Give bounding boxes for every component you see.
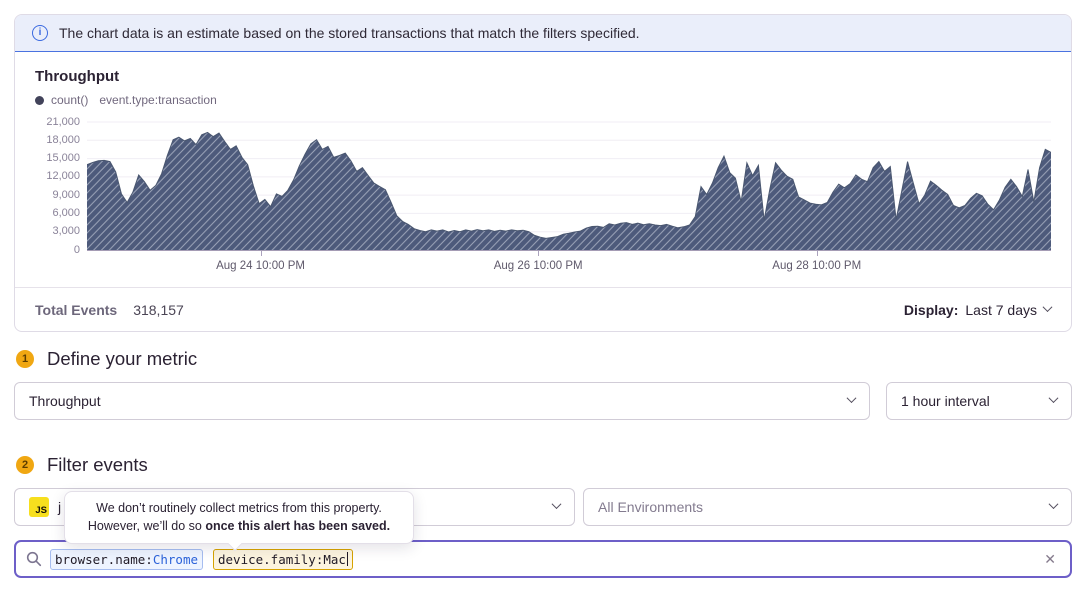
info-banner-text: The chart data is an estimate based on t… [59, 25, 640, 41]
text-cursor [346, 551, 349, 566]
plot-row: 21,000 18,000 15,000 12,000 9,000 6,000 3,000 0 [35, 116, 1051, 279]
area-series [87, 132, 1051, 251]
search-input[interactable]: browser.name:Chrome device.family:Mac ✕ [14, 540, 1072, 578]
display-value: Last 7 days [965, 301, 1037, 318]
x-tick-mark [816, 251, 818, 256]
x-tick-label: Aug 28 10:00 PM [772, 260, 862, 272]
y-tick-label: 6,000 [52, 206, 80, 219]
y-axis-labels: 21,000 18,000 15,000 12,000 9,000 6,000 3,000 0 [35, 116, 87, 256]
info-banner: i The chart data is an estimate based on… [15, 15, 1071, 52]
environment-select[interactable]: All Environments [583, 488, 1072, 526]
chevron-down-icon [551, 499, 562, 510]
display-period-select[interactable]: Display: Last 7 days [903, 301, 1053, 318]
step-1-header: 1 Define your metric [16, 348, 1070, 370]
x-tick-mark [260, 251, 262, 256]
y-tick-label: 12,000 [46, 170, 80, 183]
interval-select-value: 1 hour interval [901, 393, 990, 409]
metric-controls-row: Throughput 1 hour interval [14, 382, 1072, 420]
y-tick-label: 0 [73, 243, 80, 256]
chart-panel: i The chart data is an estimate based on… [14, 14, 1072, 332]
x-axis: Aug 24 10:00 PM Aug 26 10:00 PM Aug 28 10:… [87, 251, 1051, 279]
environment-select-value: All Environments [598, 499, 704, 515]
area-chart-svg [87, 121, 1051, 251]
step-2-badge: 2 [16, 456, 34, 474]
javascript-platform-icon: JS [29, 497, 49, 517]
token-value: Chrome [152, 551, 198, 567]
x-tick-mark [538, 251, 540, 256]
legend-dot-icon [35, 95, 44, 105]
chart-title: Throughput [35, 68, 120, 85]
y-tick-label: 15,000 [46, 152, 80, 165]
chevron-down-icon [1042, 301, 1053, 312]
metric-select-value: Throughput [29, 393, 101, 409]
y-tick-label: 18,000 [46, 133, 80, 146]
chevron-down-icon [1048, 393, 1059, 404]
step-1-badge: 1 [16, 350, 34, 368]
tooltip-line2-bold: once this alert has been saved. [205, 519, 391, 534]
total-events-value: 318,157 [133, 301, 184, 318]
token-key: device.family: [218, 551, 324, 567]
filter-token-device-family[interactable]: device.family:Mac [213, 548, 354, 570]
chevron-down-icon [846, 393, 857, 404]
metric-select[interactable]: Throughput [14, 382, 870, 420]
legend-query-label: event.type:transaction [99, 93, 217, 107]
total-events: Total Events 318,157 [35, 302, 184, 318]
filter-token-browser-name[interactable]: browser.name:Chrome [50, 548, 203, 570]
area-series-edge [87, 131, 1051, 239]
alert-builder-page: i The chart data is an estimate based on… [0, 14, 1086, 602]
total-events-label: Total Events [35, 301, 118, 318]
step-2-header: 2 Filter events [16, 454, 1070, 476]
search-icon [26, 551, 42, 567]
step-2-title: Filter events [47, 454, 148, 475]
y-tick-label: 21,000 [46, 115, 80, 128]
display-label: Display: [903, 301, 959, 318]
chart-legend: count() event.type:transaction [35, 91, 1051, 109]
tooltip-text: We don’t routinely collect metrics from … [77, 499, 401, 535]
token-value: Mac [323, 551, 346, 567]
info-icon: i [32, 25, 48, 41]
tooltip-line1: We don’t routinely collect metrics from … [96, 501, 382, 515]
x-tick-label: Aug 24 10:00 PM [216, 260, 305, 272]
tooltip-line2: However, we’ll do so [87, 519, 206, 534]
throughput-chart[interactable]: Aug 24 10:00 PM Aug 26 10:00 PM Aug 28 10:… [87, 121, 1051, 279]
chevron-down-icon [1048, 499, 1059, 510]
token-key: browser.name: [55, 551, 153, 567]
x-tick-label: Aug 26 10:00 PM [493, 260, 583, 272]
chart-body: Throughput count() event.type:transactio… [15, 52, 1071, 287]
legend-series-label: count() [51, 93, 89, 107]
step-1-title: Define your metric [47, 348, 198, 369]
clear-search-icon[interactable]: ✕ [1044, 550, 1056, 567]
filter-area: JS j All Environments browser.name:Chrom… [0, 488, 1086, 578]
y-tick-label: 3,000 [52, 225, 80, 238]
chart-footer: Total Events 318,157 Display: Last 7 day… [15, 287, 1071, 331]
interval-select[interactable]: 1 hour interval [886, 382, 1072, 420]
project-select-value: j [58, 499, 62, 515]
y-tick-label: 9,000 [52, 188, 80, 201]
metrics-tooltip: We don’t routinely collect metrics from … [64, 491, 414, 552]
